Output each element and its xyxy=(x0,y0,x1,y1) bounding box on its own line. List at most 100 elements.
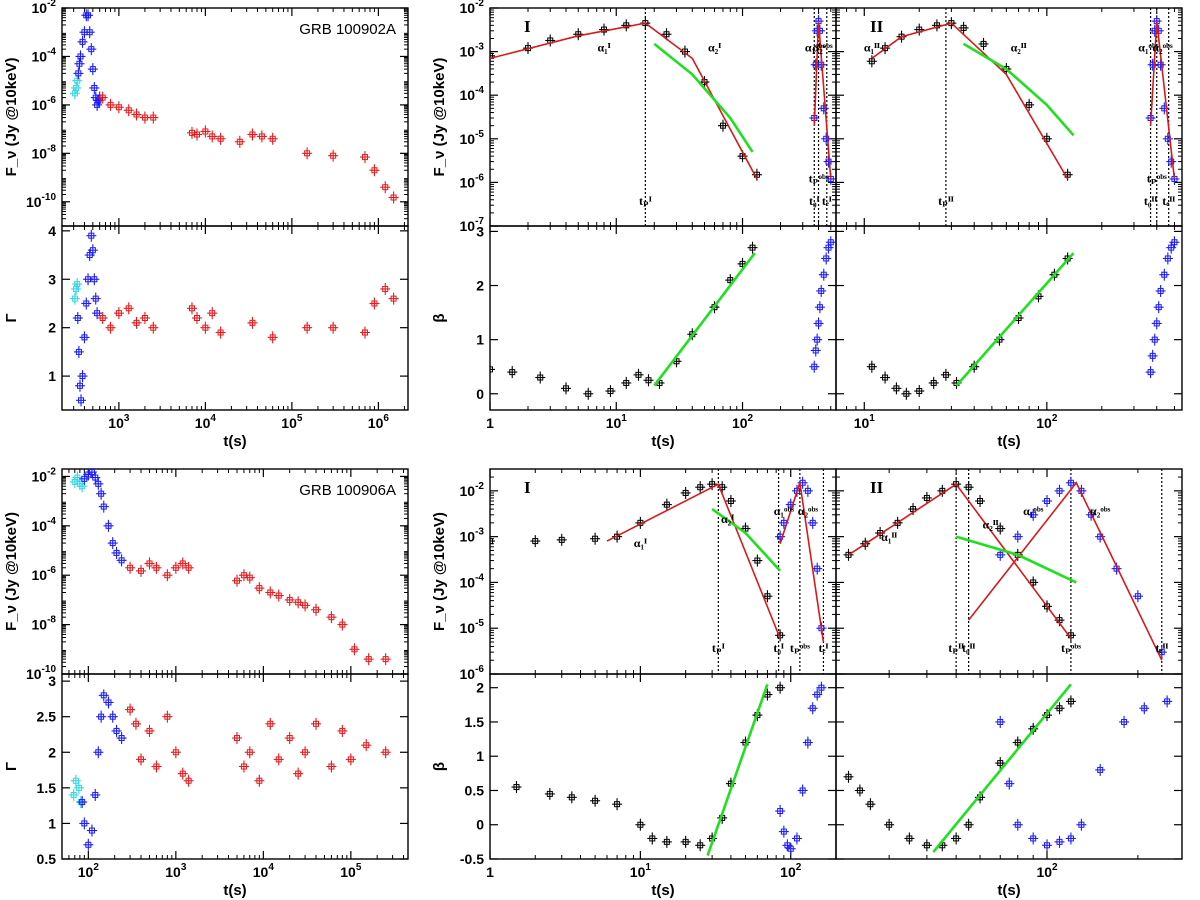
data-point xyxy=(804,739,811,746)
data-point xyxy=(862,540,869,547)
y-tick-label: 3 xyxy=(48,673,56,689)
data-point xyxy=(95,480,102,487)
data-point xyxy=(1171,239,1178,246)
y-tick-label: 0.5 xyxy=(465,782,485,798)
annotation-label: tₚᴵ xyxy=(639,194,652,208)
data-point xyxy=(823,135,830,142)
data-point xyxy=(382,749,389,756)
data-point xyxy=(109,540,116,547)
data-point xyxy=(1067,698,1074,705)
data-point xyxy=(118,735,125,742)
panel-e2: 1 101 102 -0.5 0 0.5 1 1.5 2 t(s) β xyxy=(431,673,837,899)
data-point xyxy=(997,760,1004,767)
data-point xyxy=(267,720,274,727)
y-tick-label: 0 xyxy=(476,386,484,402)
fit-line-green xyxy=(711,508,782,572)
data-point xyxy=(164,713,171,720)
data-point xyxy=(845,773,852,780)
data-point xyxy=(645,377,652,384)
data-point xyxy=(649,835,656,842)
data-point xyxy=(682,838,689,845)
data-point xyxy=(94,101,101,108)
data-point xyxy=(138,567,145,574)
data-point xyxy=(347,756,354,763)
y-tick-label: 4 xyxy=(48,223,56,239)
x-tick-label: 102 xyxy=(732,413,754,431)
plot-frame xyxy=(835,7,1183,227)
data-point xyxy=(72,777,79,784)
data-point xyxy=(1149,61,1156,68)
data-point xyxy=(623,379,630,386)
data-point xyxy=(74,474,81,481)
panel-label: II xyxy=(870,17,884,36)
series-blue xyxy=(79,469,127,567)
fit-line-red xyxy=(606,483,781,639)
data-point xyxy=(1051,271,1058,278)
y-axis-label: β xyxy=(431,313,448,322)
annotation-label: tₚᴵ xyxy=(712,641,725,655)
data-point xyxy=(246,574,253,581)
data-point xyxy=(1067,835,1074,842)
data-point xyxy=(546,790,553,797)
data-point xyxy=(1141,705,1148,712)
data-point xyxy=(88,46,95,53)
y-tick-label: 2 xyxy=(476,680,484,696)
data-point xyxy=(179,560,186,567)
x-tick-label: 104 xyxy=(253,862,275,880)
data-point xyxy=(1044,842,1051,849)
data-point xyxy=(295,770,302,777)
data-point xyxy=(75,348,82,355)
data-point xyxy=(697,842,704,849)
series-cyan xyxy=(69,278,83,305)
data-point xyxy=(942,371,949,378)
data-point xyxy=(809,705,816,712)
data-point xyxy=(1164,698,1171,705)
plot-area xyxy=(843,683,1173,853)
data-point xyxy=(997,718,1004,725)
data-point xyxy=(328,614,335,621)
data-point xyxy=(965,821,972,828)
data-point xyxy=(623,22,630,29)
data-point xyxy=(256,585,263,592)
y-tick-label: 3 xyxy=(48,271,56,287)
data-point xyxy=(267,589,274,596)
fit-line-green xyxy=(955,535,1077,584)
annotation-label: α₁ᴵ xyxy=(597,41,610,55)
data-point xyxy=(115,310,122,317)
data-point xyxy=(820,271,827,278)
data-point xyxy=(980,40,987,47)
data-point xyxy=(568,794,575,801)
data-point xyxy=(302,749,309,756)
data-point xyxy=(697,484,704,491)
annotation-label: α₁ᵒᵇˢ xyxy=(805,41,826,55)
plot-area xyxy=(843,469,1167,674)
data-point xyxy=(146,727,153,734)
x-tick-label: 102 xyxy=(1036,413,1058,431)
data-point xyxy=(76,382,83,389)
y-axis-label: F_ν (Jy @10keV) xyxy=(3,58,20,177)
data-point xyxy=(85,12,92,19)
data-point xyxy=(153,564,160,571)
data-point xyxy=(749,244,756,251)
y-tick-label: 10-2 xyxy=(32,0,57,16)
data-point xyxy=(146,560,153,567)
fit-line-red xyxy=(1149,21,1176,179)
series-blue xyxy=(809,236,836,373)
x-tick-label: 103 xyxy=(108,413,130,431)
y-tick-label: 10-6 xyxy=(32,565,57,583)
data-point xyxy=(141,315,148,321)
y-tick-label: 10-4 xyxy=(32,516,57,534)
data-point xyxy=(98,490,105,497)
annotation-label: α₂ᴵ xyxy=(721,512,734,526)
data-point xyxy=(88,232,95,239)
x-tick-label: 102 xyxy=(780,862,802,880)
data-point xyxy=(809,519,816,526)
data-point xyxy=(209,310,216,317)
y-tick-label: 10-6 xyxy=(32,95,57,113)
data-point xyxy=(86,252,93,259)
data-point xyxy=(75,784,82,791)
data-point xyxy=(85,841,92,848)
y-tick-label: 1 xyxy=(476,748,484,764)
